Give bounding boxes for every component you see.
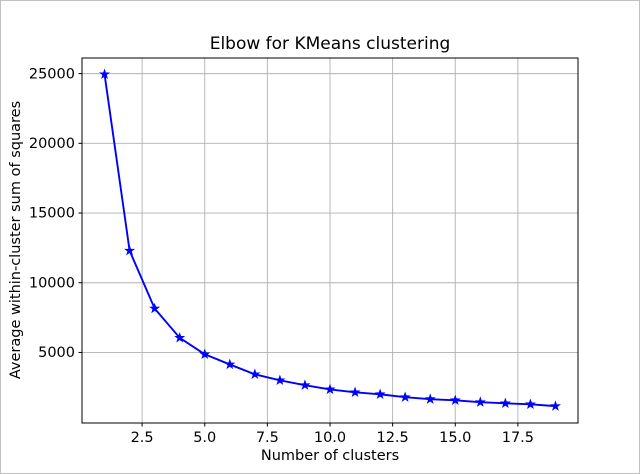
data-point-marker: [299, 379, 311, 390]
data-point-marker: [449, 394, 461, 405]
x-tick-label: 15.0: [439, 430, 471, 446]
x-tick-label: 12.5: [376, 430, 408, 446]
data-point-marker: [549, 400, 561, 411]
data-point-marker: [249, 368, 261, 380]
x-tick-label: 10.0: [314, 430, 346, 446]
data-point-marker: [199, 348, 211, 359]
data-point-marker: [274, 374, 286, 386]
data-point-marker: [474, 396, 486, 407]
data-point-marker: [499, 397, 511, 409]
data-point-marker: [174, 332, 186, 343]
x-tick-label: 7.5: [256, 430, 279, 446]
data-point-marker: [149, 302, 161, 314]
y-tick-label: 20000: [29, 136, 75, 152]
y-tick-label: 5000: [38, 345, 75, 361]
data-point-marker: [99, 68, 111, 79]
chart-title: Elbow for KMeans clustering: [209, 34, 451, 54]
x-axis-label: Number of clusters: [260, 448, 400, 464]
x-tick-label: 5.0: [193, 430, 216, 446]
data-point-marker: [124, 244, 136, 256]
y-tick-label: 25000: [29, 66, 75, 82]
x-tick-label: 2.5: [131, 430, 154, 446]
y-tick-label: 10000: [29, 275, 75, 291]
data-point-marker: [424, 393, 436, 404]
y-tick-label: 15000: [29, 206, 75, 222]
data-point-marker: [374, 388, 386, 399]
data-point-marker: [224, 358, 236, 370]
data-point-marker: [399, 391, 411, 402]
x-tick-label: 17.5: [502, 430, 534, 446]
data-point-marker: [524, 398, 536, 410]
data-point-marker: [349, 386, 361, 398]
y-axis-label: Average within-cluster sum of squares: [8, 100, 24, 380]
data-point-marker: [324, 383, 336, 395]
